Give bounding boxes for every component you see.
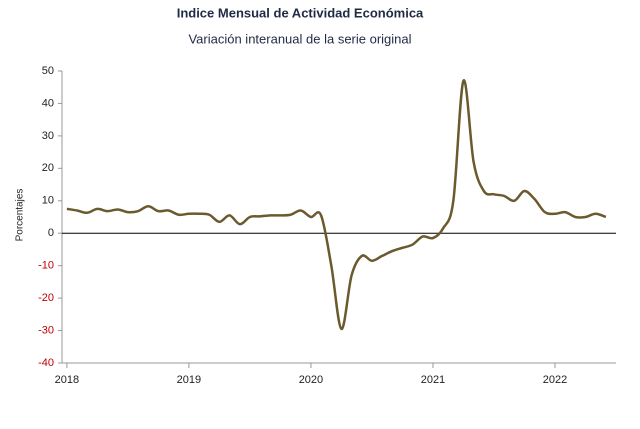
y-tick-label: 0 xyxy=(48,227,54,239)
y-axis-label: Porcentajes xyxy=(15,189,26,242)
y-tick-label: -30 xyxy=(38,324,54,336)
y-tick-label: 10 xyxy=(42,195,54,207)
y-tick-label: -20 xyxy=(38,292,54,304)
y-tick-label: 30 xyxy=(42,130,54,142)
y-tick-label: 50 xyxy=(42,65,54,77)
y-tick-label: 20 xyxy=(42,162,54,174)
x-tick-label: 2022 xyxy=(543,374,567,386)
chart-subtitle: Variación interanual de la serie origina… xyxy=(188,31,411,46)
x-tick-label: 2021 xyxy=(421,374,445,386)
x-tick-label: 2018 xyxy=(55,374,79,386)
y-tick-label: -10 xyxy=(38,260,54,272)
x-tick-label: 2020 xyxy=(299,374,323,386)
y-tick-label: -40 xyxy=(38,357,54,369)
y-tick-label: 40 xyxy=(42,97,54,109)
chart-title: Indice Mensual de Actividad Económica xyxy=(177,5,424,20)
x-tick-label: 2019 xyxy=(177,374,201,386)
series-line xyxy=(66,79,607,331)
